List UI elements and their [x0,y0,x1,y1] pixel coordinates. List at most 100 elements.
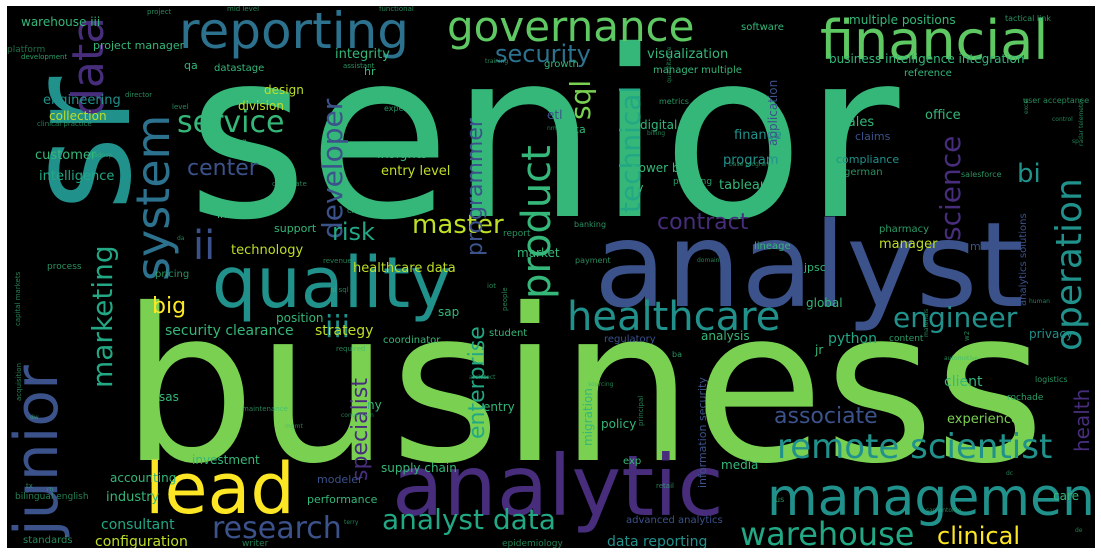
cloud-word: healthcare [567,294,781,340]
cloud-word: intern [217,208,250,221]
cloud-word: security [495,40,591,68]
cloud-word: health [1070,388,1094,452]
cloud-word: project [147,8,172,16]
cloud-word: contract [657,210,749,235]
cloud-word: sql [564,79,597,120]
cloud-word: migration [581,388,595,446]
cloud-word: performance [307,493,378,506]
cloud-word: manager [879,237,938,252]
cloud-word: excel [1023,98,1030,114]
cloud-word: tactical link [1005,14,1052,23]
cloud-word: enterprise [465,326,490,439]
cloud-word: engineer [893,301,1018,334]
cloud-word: support [274,222,317,235]
cloud-word: master [412,210,504,240]
cloud-word: level [172,103,189,111]
cloud-word: student [489,328,528,339]
cloud-word: pharmacy [879,224,930,235]
cloud-word: science [934,135,967,241]
cloud-word: quantitative [666,46,673,83]
cloud-word: center [187,156,258,181]
cloud-word: tx [26,482,33,490]
cloud-word: client [944,374,983,390]
cloud-word: platform [7,45,46,55]
cloud-word: required [336,345,366,353]
cloud-word: content [889,334,924,344]
cloud-word: division [238,99,284,113]
cloud-word: w2 [963,330,971,341]
cloud-word: tableau [719,178,769,193]
cloud-word: ba [672,350,682,359]
cloud-word: associate [774,404,878,429]
cloud-word: analyst [594,196,1024,334]
cloud-word: clinical [937,522,1020,548]
cloud-word: control [1052,116,1073,123]
cloud-word: hadoop [90,152,113,159]
cloud-word: salesforce [961,170,1002,179]
cloud-word: business intelligence integration [829,52,1025,66]
cloud-word: care [1053,489,1080,503]
cloud-word: sales [841,115,875,130]
cloud-word: iv [633,181,644,195]
cloud-word: information security [696,377,709,488]
cloud-word: integrity [335,47,390,62]
cloud-word: media [721,458,759,472]
cloud-word: warehouse iii [21,15,101,29]
cloud-word: terry [344,519,359,526]
cloud-word: reporting [179,6,410,60]
cloud-word: market [517,246,560,260]
cloud-word: nm [547,125,557,132]
cloud-word: writer [242,539,269,549]
cloud-word: profiling [214,137,247,146]
cloud-word: jr [815,343,824,357]
cloud-word: operation [1049,178,1090,351]
cloud-word: dw [30,414,39,421]
cloud-word: acquisition [15,363,23,401]
cloud-word: power bi [631,161,683,175]
cloud-word: planning [673,177,713,187]
cloud-word: report [503,229,531,239]
cloud-word: dc [1006,470,1014,477]
cloud-word: lead [145,448,295,530]
cloud-word: revenue [323,257,352,265]
cloud-word: privacy [1029,327,1074,341]
cloud-word: finance [734,128,782,143]
cloud-word: senior [187,6,900,271]
cloud-word: human [1029,298,1050,305]
cloud-word: analyst data [382,503,556,536]
cloud-word: payment [575,256,611,265]
cloud-word: digital [640,118,678,132]
cloud-word: big [152,294,187,319]
cloud-word: da [177,235,185,242]
cloud-word: position [276,311,324,325]
cloud-word: manager multiple [653,65,742,76]
cloud-word: industry [106,490,160,505]
cloud-word: analysis [701,329,750,343]
cloud-word: analytic [392,437,724,535]
cloud-word: datastage [214,63,265,74]
cloud-word: data reporting [607,534,708,548]
cloud-word: iot [487,282,496,290]
cloud-word: mid level [227,6,260,13]
cloud-word: mk [565,144,575,151]
cloud-word: retail [656,482,674,490]
cloud-word: san antonio [926,507,962,514]
cloud-word: growth [544,59,579,70]
cloud-word: etl [547,108,563,122]
cloud-word: experience [947,412,1020,427]
cloud-word: cloud [347,206,369,215]
cloud-word: global [806,296,843,310]
cloud-word: remote scientist [777,427,1053,467]
cloud-word: intelligence [39,169,115,184]
cloud-word: automotive [944,355,979,362]
cloud-word: qa [184,59,198,72]
cloud-word: rochade [1007,393,1044,403]
cloud-word: metrics [659,97,689,106]
cloud-word: materials [923,308,930,337]
cloud-word: de [1075,527,1083,534]
word-cloud-canvas: senior business analyst sr analytic quality ma… [7,6,1095,548]
cloud-word: accounting [110,471,177,485]
cloud-word: people [501,287,509,311]
cloud-word: sas [159,390,179,404]
cloud-word: visualization [647,47,729,62]
